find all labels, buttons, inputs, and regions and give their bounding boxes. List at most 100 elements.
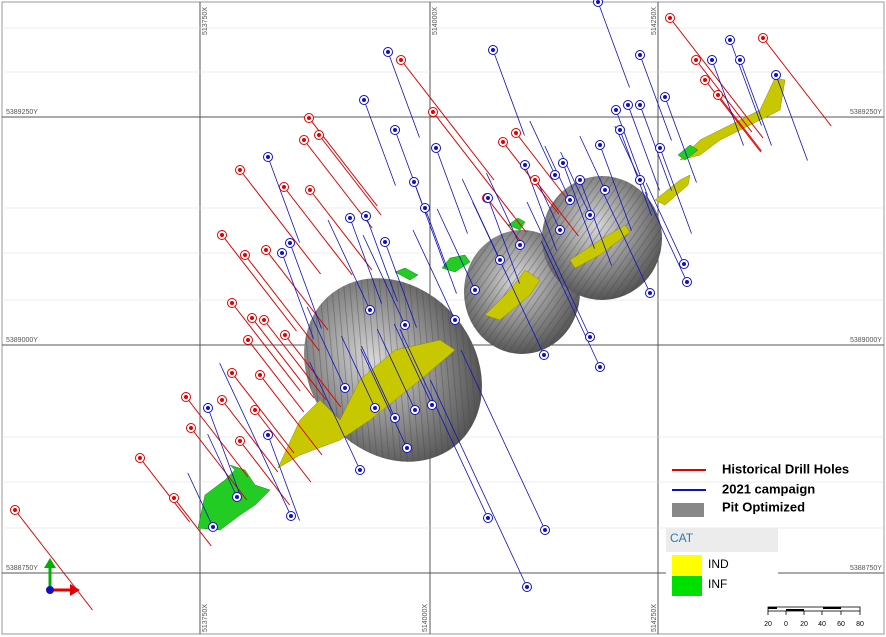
- campaign-collar-dot: [362, 98, 366, 102]
- historical-hole-trace: [185, 396, 249, 478]
- campaign-collar-dot: [543, 528, 547, 532]
- campaign-hole-trace: [711, 59, 744, 146]
- historical-collar-dot: [399, 58, 403, 62]
- campaign-collar-dot: [682, 262, 686, 266]
- historical-hole-trace: [400, 59, 495, 181]
- campaign-collar-dot: [561, 161, 565, 165]
- historical-hole-trace: [239, 440, 290, 506]
- historical-collar-dot: [264, 248, 268, 252]
- historical-collar-dot: [253, 408, 257, 412]
- campaign-collar-dot: [568, 198, 572, 202]
- grid-label: 5389250Y: [850, 109, 882, 116]
- campaign-collar-dot: [626, 103, 630, 107]
- campaign-collar-dot: [588, 213, 592, 217]
- historical-collar-dot: [243, 253, 247, 257]
- campaign-hole-trace: [540, 240, 601, 368]
- cat-label: IND: [708, 557, 729, 571]
- historical-hole-trace: [221, 234, 297, 332]
- historical-collar-dot: [761, 36, 765, 40]
- campaign-hole-trace: [363, 99, 396, 186]
- historical-collar-dot: [533, 178, 537, 182]
- legend-label: Pit Optimized: [722, 499, 805, 514]
- campaign-hole-trace: [361, 345, 396, 419]
- campaign-collar-dot: [473, 288, 477, 292]
- campaign-hole-trace: [461, 178, 501, 261]
- campaign-collar-dot: [386, 50, 390, 54]
- campaign-collar-dot: [685, 280, 689, 284]
- campaign-collar-dot: [618, 128, 622, 132]
- historical-hole-trace: [14, 509, 93, 611]
- campaign-hole-trace: [460, 349, 546, 531]
- campaign-collar-dot: [348, 216, 352, 220]
- historical-hole-trace: [231, 372, 295, 454]
- drill-holes: [10, 0, 832, 611]
- historical-collar-dot: [283, 333, 287, 337]
- campaign-hole-trace: [775, 74, 808, 161]
- campaign-hole-trace: [187, 472, 214, 528]
- campaign-collar-dot: [648, 291, 652, 295]
- campaign-collar-dot: [453, 318, 457, 322]
- campaign-hole-trace: [219, 362, 292, 517]
- campaign-collar-dot: [393, 416, 397, 420]
- campaign-collar-dot: [578, 178, 582, 182]
- minor-grid: [2, 27, 884, 529]
- historical-hole-trace: [318, 134, 382, 216]
- grid-label: 514000X: [422, 604, 429, 632]
- legend-label: Historical Drill Holes: [722, 461, 849, 476]
- campaign-collar-dot: [774, 73, 778, 77]
- campaign-collar-dot: [525, 585, 529, 589]
- campaign-hole-trace: [645, 182, 685, 265]
- grid-label: 514250X: [651, 7, 658, 35]
- pit-texture: [542, 176, 662, 300]
- grid-labels: 513750X 514000X 514250X 513750X 514000X …: [6, 7, 882, 632]
- campaign-collar-dot: [588, 335, 592, 339]
- campaign-hole-trace: [384, 241, 417, 328]
- historical-hole-trace: [231, 302, 301, 392]
- campaign-collar-dot: [603, 188, 607, 192]
- campaign-hole-trace: [430, 379, 528, 588]
- campaign-collar-dot: [383, 240, 387, 244]
- campaign-collar-dot: [373, 406, 377, 410]
- cat-header: [666, 528, 778, 552]
- legend-swatch: [672, 503, 704, 517]
- campaign-collar-dot: [486, 196, 490, 200]
- campaign-collar-dot: [518, 243, 522, 247]
- historical-hole-trace: [265, 249, 329, 331]
- campaign-hole-trace: [365, 215, 398, 302]
- grid-label: 513750X: [202, 7, 209, 35]
- campaign-hole-trace: [435, 147, 468, 234]
- historical-collar-dot: [238, 168, 242, 172]
- campaign-hole-trace: [534, 175, 561, 231]
- campaign-hole-trace: [399, 328, 489, 519]
- cat-swatch: [672, 576, 702, 596]
- campaign-hole-trace: [619, 129, 652, 216]
- campaign-hole-trace: [627, 104, 660, 191]
- campaign-hole-trace: [387, 51, 420, 138]
- campaign-hole-trace: [487, 197, 520, 284]
- historical-hole-trace: [669, 17, 764, 139]
- grid-label: 5389000Y: [6, 337, 38, 344]
- campaign-hole-trace: [614, 125, 641, 181]
- historical-collar-dot: [138, 456, 142, 460]
- grid-label: 5388750Y: [6, 565, 38, 572]
- historical-hole-trace: [251, 317, 315, 399]
- historical-collar-dot: [230, 301, 234, 305]
- campaign-hole-trace: [349, 217, 382, 304]
- campaign-collar-dot: [738, 58, 742, 62]
- campaign-hole-trace: [362, 234, 406, 326]
- campaign-collar-dot: [710, 58, 714, 62]
- historical-collar-dot: [282, 185, 286, 189]
- historical-hole-trace: [432, 111, 527, 233]
- campaign-hole-trace: [207, 407, 240, 494]
- campaign-collar-dot: [280, 251, 284, 255]
- legend-label: 2021 campaign: [722, 481, 815, 496]
- historical-collar-dot: [172, 496, 176, 500]
- campaign-collar-dot: [289, 514, 293, 518]
- campaign-hole-trace: [327, 219, 371, 311]
- scale-bar: 20 0 20 40 60 80: [764, 606, 864, 628]
- historical-collar-dot: [716, 93, 720, 97]
- historical-hole-trace: [244, 254, 320, 352]
- historical-hole-trace: [309, 189, 373, 271]
- grid-label: 514000X: [432, 7, 439, 35]
